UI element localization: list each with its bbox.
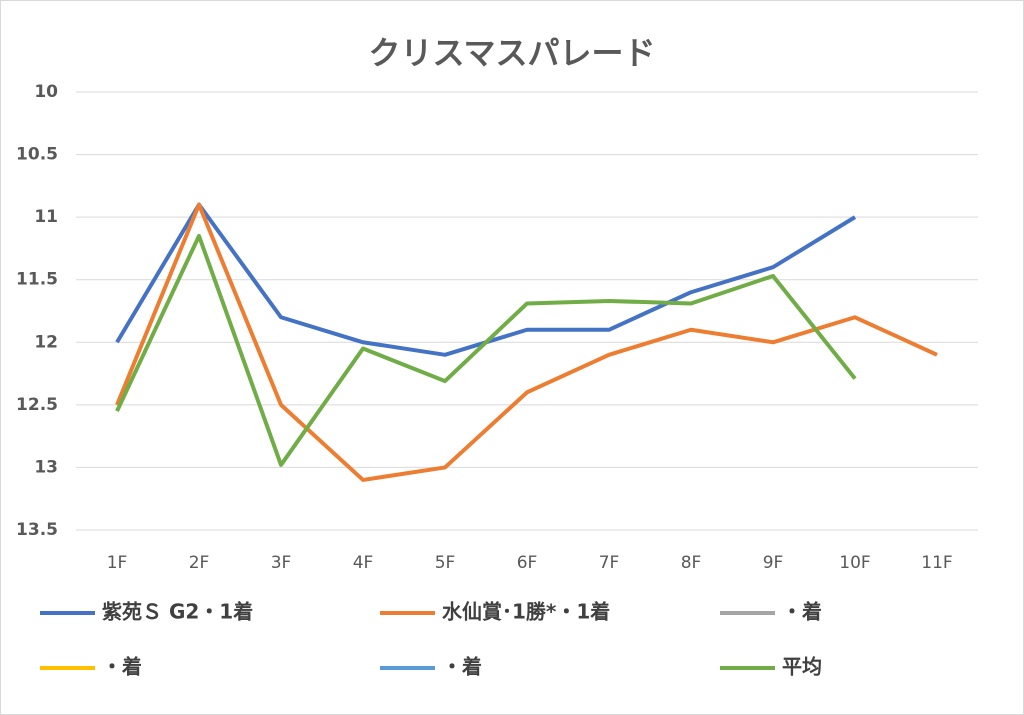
x-tick-label: 7F <box>599 553 620 573</box>
y-tick-label: 11 <box>34 207 58 227</box>
legend-label: 平均 <box>782 655 822 679</box>
series-line <box>115 202 938 482</box>
series-line <box>115 233 857 467</box>
x-tick-label: 10F <box>839 553 870 573</box>
legend-label: 紫苑Ｓ G2・1着 <box>102 600 253 624</box>
x-tick-label: 5F <box>435 553 456 573</box>
x-tick-label: 4F <box>353 553 374 573</box>
x-tick-label: 2F <box>189 553 210 573</box>
y-tick-label: 12 <box>34 332 58 352</box>
legend-label: ・着 <box>782 600 822 624</box>
x-tick-label: 3F <box>271 553 292 573</box>
legend-label: ・着 <box>102 655 142 679</box>
y-tick-label: 12.5 <box>16 395 58 415</box>
x-tick-label: 1F <box>107 553 128 573</box>
x-tick-label: 8F <box>681 553 702 573</box>
y-tick-label: 13.5 <box>16 520 58 540</box>
x-tick-label: 6F <box>517 553 538 573</box>
y-tick-label: 10 <box>34 82 58 102</box>
y-tick-label: 13 <box>34 457 58 477</box>
y-tick-label: 11.5 <box>16 270 58 290</box>
legend-label: ・着 <box>442 655 482 679</box>
y-tick-label: 10.5 <box>16 145 58 165</box>
legend-label: 水仙賞･1勝*・1着 <box>442 600 610 624</box>
x-tick-label: 11F <box>921 553 952 573</box>
chart-title: クリスマスパレード <box>368 34 655 72</box>
x-tick-label: 9F <box>763 553 784 573</box>
